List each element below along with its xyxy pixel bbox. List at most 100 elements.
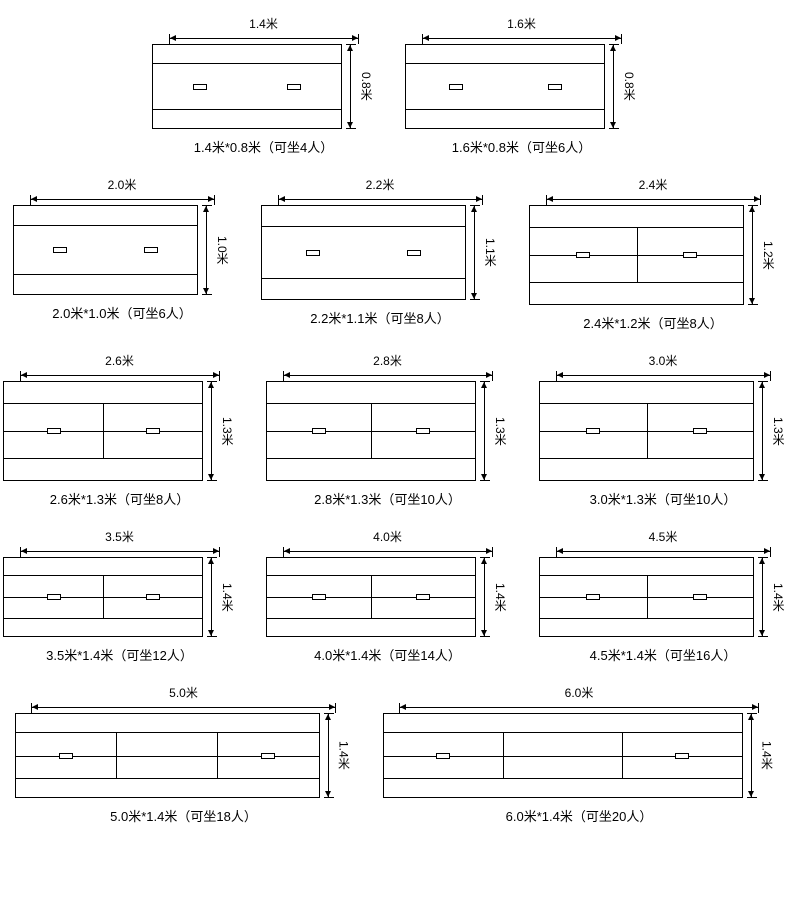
table-mid [267, 404, 475, 458]
cable-slot [449, 84, 463, 90]
table-mid [262, 227, 465, 278]
table-spec-item: 2.6米1.3米2.6米*1.3米（可坐8人） [3, 352, 236, 508]
height-label: 1.3米 [219, 417, 236, 446]
dimension-line-horizontal [31, 703, 336, 713]
table-caption: 3.0米*1.3米（可坐10人） [590, 489, 737, 508]
cable-slot [146, 594, 160, 600]
table-mid [14, 226, 197, 274]
table-top-band [267, 558, 475, 576]
table-spec-item: 4.0米1.4米4.0米*1.4米（可坐14人） [266, 528, 509, 664]
height-label: 1.4米 [336, 741, 353, 770]
width-dimension: 4.0米 [283, 528, 493, 557]
table-body-row: 1.3米 [3, 381, 236, 481]
cable-slot [675, 753, 689, 759]
table-rectangle [539, 557, 754, 637]
height-label: 1.1米 [482, 238, 499, 267]
table-top-band [262, 206, 465, 227]
table-vline [103, 575, 104, 619]
table-vline [637, 227, 638, 283]
table-rectangle [539, 381, 754, 481]
table-bottom-band [4, 458, 202, 480]
table-spec-item: 3.0米1.3米3.0米*1.3米（可坐10人） [539, 352, 787, 508]
table-bottom-band [4, 618, 202, 636]
height-label: 1.4米 [759, 741, 776, 770]
height-label: 0.8米 [358, 72, 375, 101]
height-label: 1.4米 [492, 583, 509, 612]
width-label: 5.0米 [169, 684, 198, 701]
table-rectangle [383, 713, 743, 798]
table-rectangle [3, 381, 203, 481]
table-bottom-band [540, 458, 753, 480]
dimension-line-vertical [758, 557, 768, 637]
table-bottom-band [267, 458, 475, 480]
cable-slot [436, 753, 450, 759]
table-body-row: 1.4米 [266, 557, 509, 637]
table-size-chart: 1.4米0.8米1.4米*0.8米（可坐4人）1.6米0.8米1.6米*0.8米… [10, 15, 780, 825]
table-caption: 6.0米*1.4米（可坐20人） [506, 806, 653, 825]
cable-slot [586, 428, 600, 434]
cable-slot [416, 594, 430, 600]
cable-slot [576, 252, 590, 258]
table-vline [647, 403, 648, 459]
table-caption: 1.6米*0.8米（可坐6人） [452, 137, 591, 156]
table-caption: 2.8米*1.3米（可坐10人） [314, 489, 461, 508]
height-dimension: 0.8米 [346, 44, 375, 129]
table-bottom-band [530, 282, 743, 304]
chart-row: 3.5米1.4米3.5米*1.4米（可坐12人）4.0米1.4米4.0米*1.4… [10, 528, 780, 664]
width-label: 2.2米 [366, 176, 395, 193]
height-dimension: 1.4米 [480, 557, 509, 637]
table-mid [530, 228, 743, 282]
height-dimension: 0.8米 [609, 44, 638, 129]
dimension-line-vertical [470, 205, 480, 300]
table-bottom-band [267, 618, 475, 636]
table-rectangle [405, 44, 605, 129]
width-label: 2.0米 [108, 176, 137, 193]
table-spec-item: 2.8米1.3米2.8米*1.3米（可坐10人） [266, 352, 509, 508]
dimension-line-horizontal [546, 195, 761, 205]
dimension-line-horizontal [283, 371, 493, 381]
table-vline [503, 732, 504, 779]
table-spec-item: 2.4米1.2米2.4米*1.2米（可坐8人） [529, 176, 777, 332]
height-dimension: 1.3米 [758, 381, 787, 481]
table-mid [406, 64, 604, 109]
dimension-line-horizontal [169, 34, 359, 44]
width-dimension: 5.0米 [31, 684, 336, 713]
table-vline [116, 732, 117, 779]
table-vline [647, 575, 648, 619]
table-rectangle [266, 381, 476, 481]
table-vline [622, 732, 623, 779]
table-top-band [540, 558, 753, 576]
table-mid [153, 64, 341, 109]
cable-slot [261, 753, 275, 759]
height-dimension: 1.1米 [470, 205, 499, 300]
cable-slot [306, 250, 320, 256]
table-body-row: 1.3米 [539, 381, 787, 481]
table-spec-item: 2.0米1.0米2.0米*1.0米（可坐6人） [13, 176, 231, 332]
height-dimension: 1.2米 [748, 205, 777, 305]
table-spec-item: 3.5米1.4米3.5米*1.4米（可坐12人） [3, 528, 236, 664]
dimension-line-horizontal [283, 547, 493, 557]
table-spec-item: 2.2米1.1米2.2米*1.1米（可坐8人） [261, 176, 499, 332]
height-dimension: 1.4米 [324, 713, 353, 798]
height-label: 0.8米 [621, 72, 638, 101]
width-dimension: 2.4米 [546, 176, 761, 205]
table-bottom-band [153, 109, 341, 128]
height-label: 1.0米 [214, 236, 231, 265]
height-label: 1.3米 [770, 417, 787, 446]
height-dimension: 1.3米 [207, 381, 236, 481]
width-label: 2.8米 [373, 352, 402, 369]
cable-slot [693, 428, 707, 434]
table-top-band [153, 45, 341, 64]
cable-slot [407, 250, 421, 256]
cable-slot [193, 84, 207, 90]
dimension-line-horizontal [556, 371, 771, 381]
dimension-line-horizontal [20, 547, 220, 557]
table-vline [217, 732, 218, 779]
table-rectangle [152, 44, 342, 129]
table-spec-item: 1.4米0.8米1.4米*0.8米（可坐4人） [152, 15, 375, 156]
table-caption: 2.6米*1.3米（可坐8人） [50, 489, 189, 508]
table-mid [540, 404, 753, 458]
height-dimension: 1.4米 [758, 557, 787, 637]
table-top-band [4, 558, 202, 576]
table-vline [371, 403, 372, 459]
